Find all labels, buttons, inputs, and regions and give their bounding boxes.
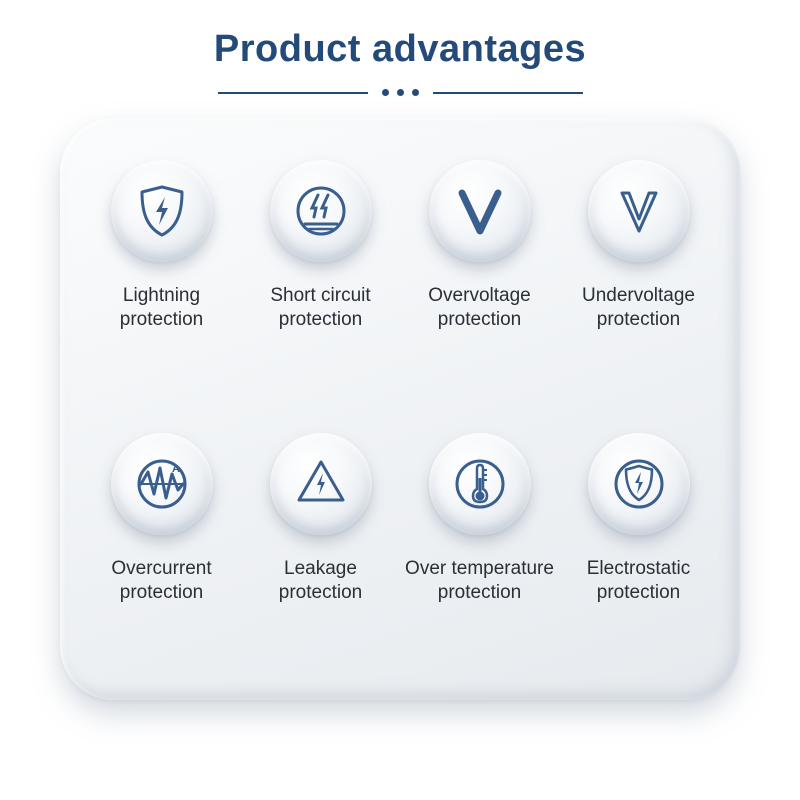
advantage-label: Overcurrent protection xyxy=(111,557,211,606)
shield-bolt-circle-icon xyxy=(588,433,690,535)
advantage-label: Overvoltage protection xyxy=(428,284,530,333)
advantage-item-overvoltage: Overvoltage protection xyxy=(402,160,557,397)
divider-line-left xyxy=(218,92,368,94)
advantage-item-undervoltage: Undervoltage protection xyxy=(561,160,716,397)
svg-text:A: A xyxy=(172,463,180,475)
leakage-icon xyxy=(270,433,372,535)
advantage-label: Lightning protection xyxy=(120,284,203,333)
v-solid-icon xyxy=(429,160,531,262)
advantage-label: Short circuit protection xyxy=(270,284,370,333)
shield-bolt-icon xyxy=(111,160,213,262)
divider-line-right xyxy=(433,92,583,94)
advantage-item-lightning: Lightning protection xyxy=(84,160,239,397)
v-outline-icon xyxy=(588,160,690,262)
title-divider xyxy=(218,89,583,96)
divider-dot xyxy=(382,89,389,96)
advantage-item-short-circuit: Short circuit protection xyxy=(243,160,398,397)
advantage-label: Electrostatic protection xyxy=(587,557,690,606)
advantages-panel: Lightning protection Short circuit prote… xyxy=(60,118,740,700)
page-title: Product advantages xyxy=(214,28,586,71)
advantage-item-electrostatic: Electrostatic protection xyxy=(561,433,716,670)
thermometer-icon xyxy=(429,433,531,535)
advantage-label: Leakage protection xyxy=(279,557,362,606)
short-circuit-icon xyxy=(270,160,372,262)
divider-dot xyxy=(397,89,404,96)
advantage-label: Over temperature protection xyxy=(405,557,554,606)
advantage-item-overtemp: Over temperature protection xyxy=(402,433,557,670)
divider-dots xyxy=(382,89,419,96)
advantage-item-leakage: Leakage protection xyxy=(243,433,398,670)
advantage-label: Undervoltage protection xyxy=(582,284,695,333)
divider-dot xyxy=(412,89,419,96)
advantage-item-overcurrent: A Overcurrent protection xyxy=(84,433,239,670)
overcurrent-icon: A xyxy=(111,433,213,535)
